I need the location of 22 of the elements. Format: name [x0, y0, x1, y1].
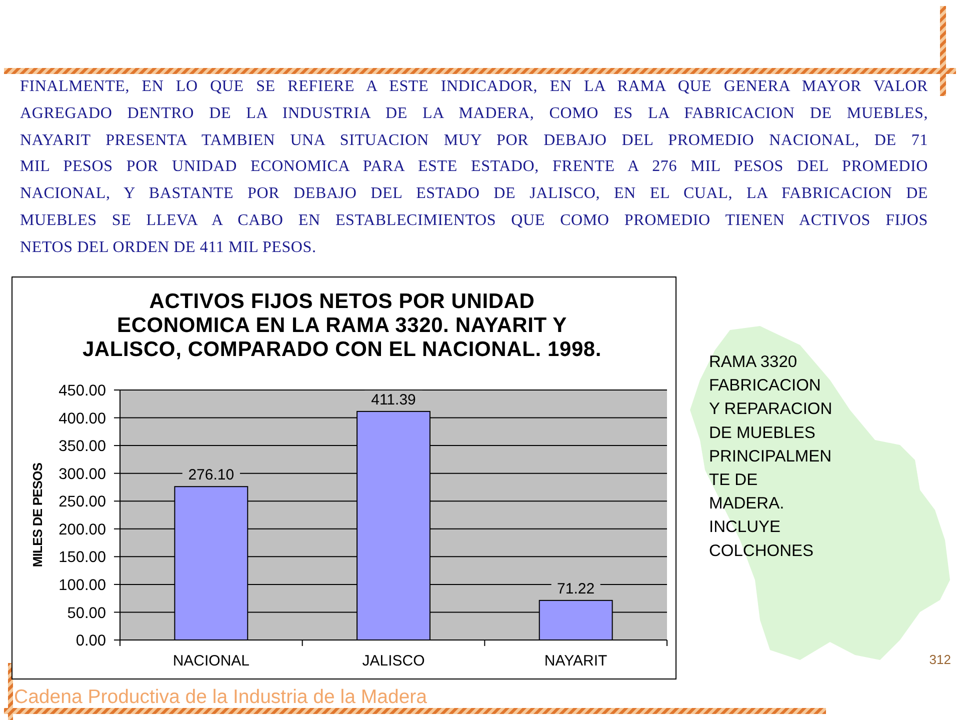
y-tick-label: 50.00: [67, 604, 106, 622]
data-label: 71.22: [557, 580, 595, 598]
y-tick-label: 400.00: [58, 410, 106, 428]
y-tick-label: 100.00: [58, 577, 106, 594]
text: Cadena Productiva de la Industria de la Madera: [14, 686, 428, 708]
y-tick-label: 300.00: [58, 466, 106, 483]
y-tick-label: 450.00: [58, 382, 106, 400]
chart-title: ACTIVOS FIJOS NETOS POR UNIDAD ECONOMICA EN LA RAMA 3320. NAYARIT Y JALISCO, COMPARADO CON EL NACIONAL. 1998.: [82, 290, 602, 361]
y-tick-label: 200.00: [58, 521, 106, 538]
y-tick-label: 250.00: [58, 494, 106, 511]
y-axis-title: MILES DE PESOS: [30, 462, 45, 568]
text: 312: [929, 652, 951, 667]
y-tick-label: 350.00: [58, 438, 106, 456]
data-label: 411.39: [371, 391, 416, 408]
x-tick-label: NAYARIT: [544, 652, 608, 670]
text: FINALMENTE, EN LO QUE SE REFIERE A ESTE INDICADOR, EN LA RAMA QUE GENERA MAYOR VALOR AGREGADO DENTRO DE LA INDUSTRIA DE LA MADERA, COMO ES LA FABRICACION DE MUEBLES, NAYARIT PRESENTA TAMBIEN UNA SITUACION MUY POR DEBAJO DEL PROMEDIO NACIONAL, DE 71 MIL PESOS POR UNIDAD ECONOMICA PARA ESTE ESTADO, FRENTE A 276 MIL PESOS DEL PROMEDIO NACIONAL, Y BASTANTE POR DEBAJO DEL ESTADO DE JALISCO, EN EL CUAL, LA FABRICACION DE MUEBLES SE LLEVA A CABO EN ESTABLECIMIENTOS QUE COMO PROMEDIO TIENEN ACTIVOS FIJOS NETOS DEL ORDEN DE 411 MIL PESOS.: [20, 77, 928, 258]
text: RAMA 3320 FABRICACION Y REPARACION DE MUEBLES PRINCIPALMEN TE DE MADERA. INCLUYE COLCHONES: [709, 353, 832, 560]
x-tick-label: JALISCO: [362, 652, 425, 670]
y-tick-label: 150.00: [58, 549, 106, 566]
y-tick-label: 0.00: [76, 632, 106, 650]
data-label: 276.10: [188, 466, 234, 484]
x-tick-label: NACIONAL: [172, 652, 250, 670]
